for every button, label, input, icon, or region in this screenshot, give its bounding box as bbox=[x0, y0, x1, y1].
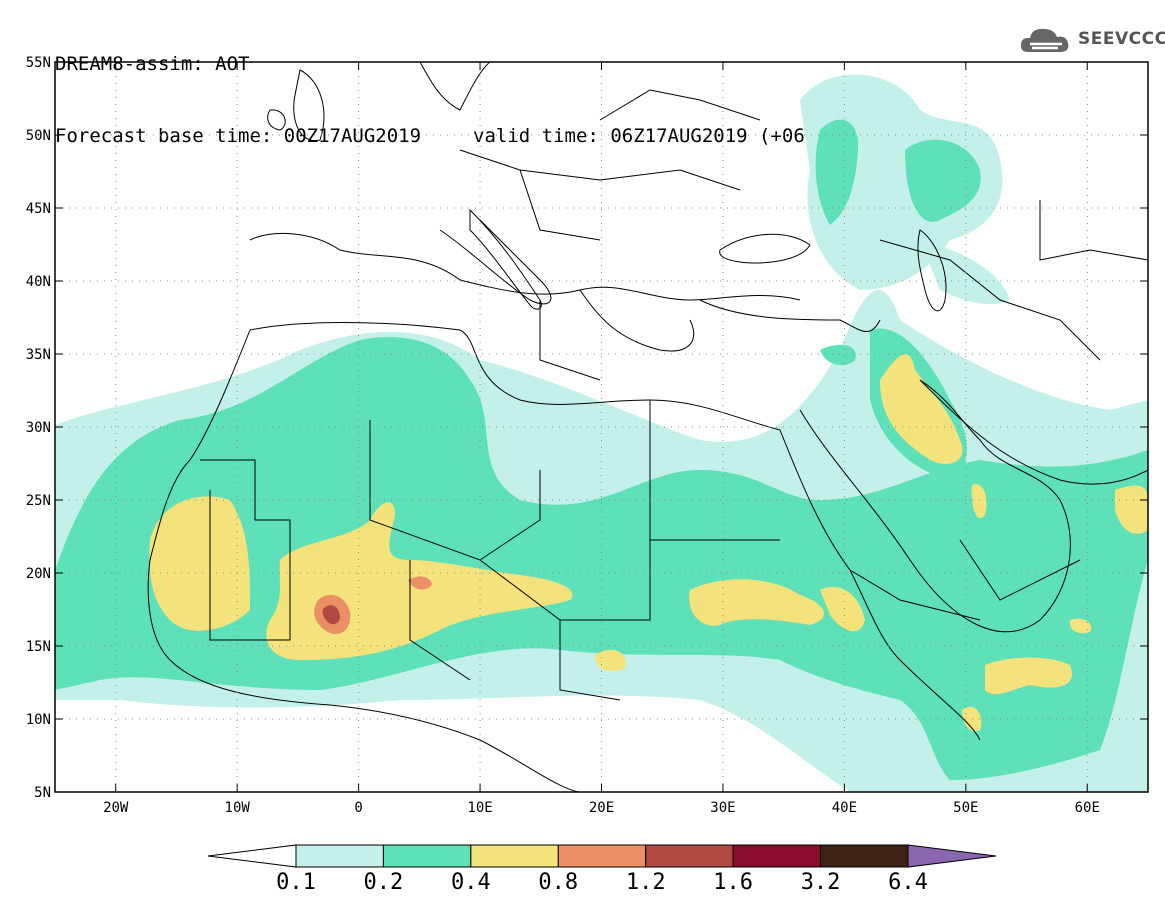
x-tick-label: 20E bbox=[589, 800, 614, 816]
seevccc-logo: SEEVCCC bbox=[1018, 22, 1165, 56]
x-tick-label: 20W bbox=[103, 800, 129, 816]
x-tick-label: 10W bbox=[225, 800, 251, 816]
colorbar-label: 0.8 bbox=[538, 870, 578, 895]
x-tick-label: 50E bbox=[953, 800, 978, 816]
colorbar-box bbox=[820, 844, 909, 868]
axis-ticks: 20W 10W 0 10E 20E 30E 40E 50E 60E 5N 10N 15N 20N 25N 3… bbox=[26, 55, 1148, 816]
y-tick-label: 25N bbox=[26, 493, 51, 509]
y-tick-label: 10N bbox=[26, 712, 51, 728]
colorbar-label: 1.6 bbox=[713, 870, 753, 895]
colorbar-box bbox=[732, 844, 822, 868]
colorbar-low-arrow bbox=[207, 844, 297, 868]
y-tick-label: 50N bbox=[26, 128, 51, 144]
colorbar-label: 0.4 bbox=[451, 870, 491, 895]
map-header: DREAM8-assim: AOT Forecast base time: 00… bbox=[55, 4, 816, 172]
y-tick-label: 15N bbox=[26, 639, 51, 655]
colorbar-box bbox=[295, 844, 384, 868]
y-tick-label: 45N bbox=[26, 201, 51, 217]
y-tick-label: 20N bbox=[26, 566, 51, 582]
x-tick-label: 0 bbox=[354, 800, 362, 816]
y-tick-label: 30N bbox=[26, 420, 51, 436]
valid-time: valid time: 06Z17AUG2019 (+06) bbox=[473, 125, 817, 147]
y-tick-label: 5N bbox=[34, 785, 51, 801]
x-tick-label: 40E bbox=[832, 800, 857, 816]
x-tick-label: 60E bbox=[1075, 800, 1100, 816]
colorbar-high-arrow bbox=[907, 844, 997, 868]
coastlines bbox=[147, 62, 1148, 792]
product-title: DREAM8-assim: AOT bbox=[55, 53, 250, 75]
logo-text: SEEVCCC bbox=[1078, 29, 1165, 49]
cloud-icon bbox=[1020, 28, 1069, 52]
y-tick-label: 55N bbox=[26, 55, 51, 71]
y-tick-label: 35N bbox=[26, 347, 51, 363]
x-tick-label: 10E bbox=[467, 800, 492, 816]
forecast-base-time: Forecast base time: 00Z17AUG2019 bbox=[55, 125, 422, 147]
x-tick-label: 30E bbox=[710, 800, 735, 816]
aot-field bbox=[55, 74, 1148, 792]
colorbar-label: 6.4 bbox=[888, 870, 928, 895]
colorbar-label: 0.1 bbox=[276, 870, 316, 895]
colorbar-box bbox=[382, 844, 472, 868]
colorbar-box bbox=[470, 844, 559, 868]
colorbar-label: 0.2 bbox=[364, 870, 404, 895]
colorbar-box bbox=[557, 844, 647, 868]
colorbar-box bbox=[645, 844, 734, 868]
colorbar: 0.1 0.2 0.4 0.8 1.2 1.6 3.2 6.4 bbox=[207, 844, 997, 895]
colorbar-label: 3.2 bbox=[801, 870, 841, 895]
y-tick-label: 40N bbox=[26, 274, 51, 290]
colorbar-label: 1.2 bbox=[626, 870, 666, 895]
